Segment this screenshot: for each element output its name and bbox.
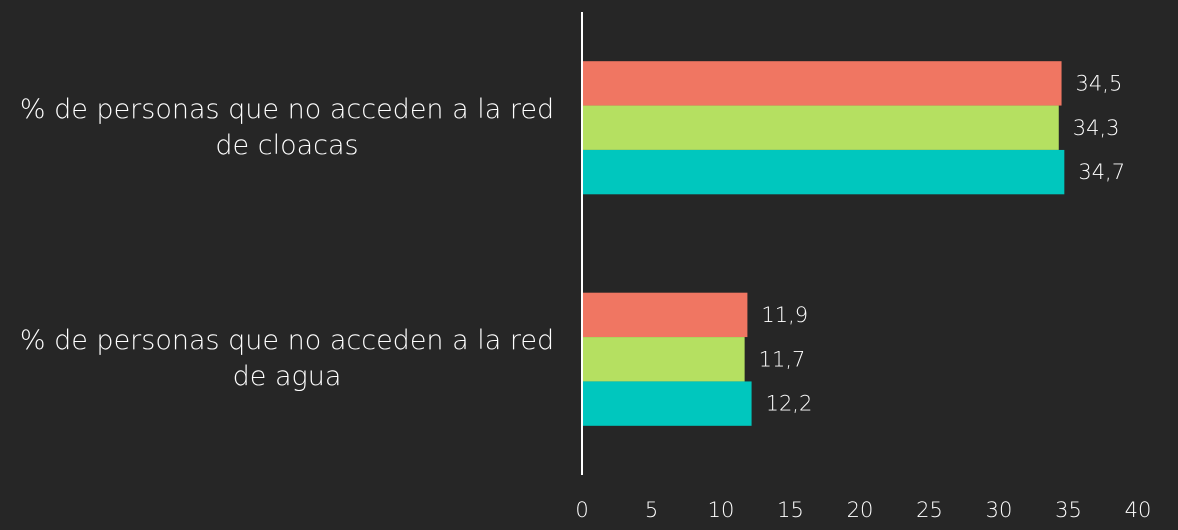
y-tick-label: % de personas que no acceden a la red de… (19, 93, 555, 161)
x-tick-label: 15 (777, 498, 804, 522)
bar (582, 337, 745, 382)
data-label: 11,7 (759, 347, 806, 371)
data-label: 12,2 (766, 392, 813, 416)
bar (582, 292, 748, 338)
bar (582, 381, 752, 426)
x-tick-label: 30 (986, 498, 1013, 522)
data-label: 34,3 (1073, 116, 1120, 140)
x-tick-label: 10 (708, 498, 735, 522)
data-label: 34,5 (1076, 71, 1123, 95)
x-tick-label: 25 (916, 498, 943, 522)
y-tick-label: % de personas que no acceden a la red de… (19, 325, 555, 393)
x-tick-label: 20 (847, 498, 874, 522)
bar (582, 105, 1059, 150)
x-tick-label: 0 (575, 498, 588, 522)
data-label: 11,9 (761, 303, 808, 327)
x-tick-label: 35 (1055, 498, 1082, 522)
bar (582, 149, 1065, 195)
data-label: 34,7 (1078, 160, 1125, 184)
x-tick-label: 5 (645, 498, 658, 522)
x-tick-label: 40 (1125, 498, 1152, 522)
bar (582, 61, 1062, 106)
